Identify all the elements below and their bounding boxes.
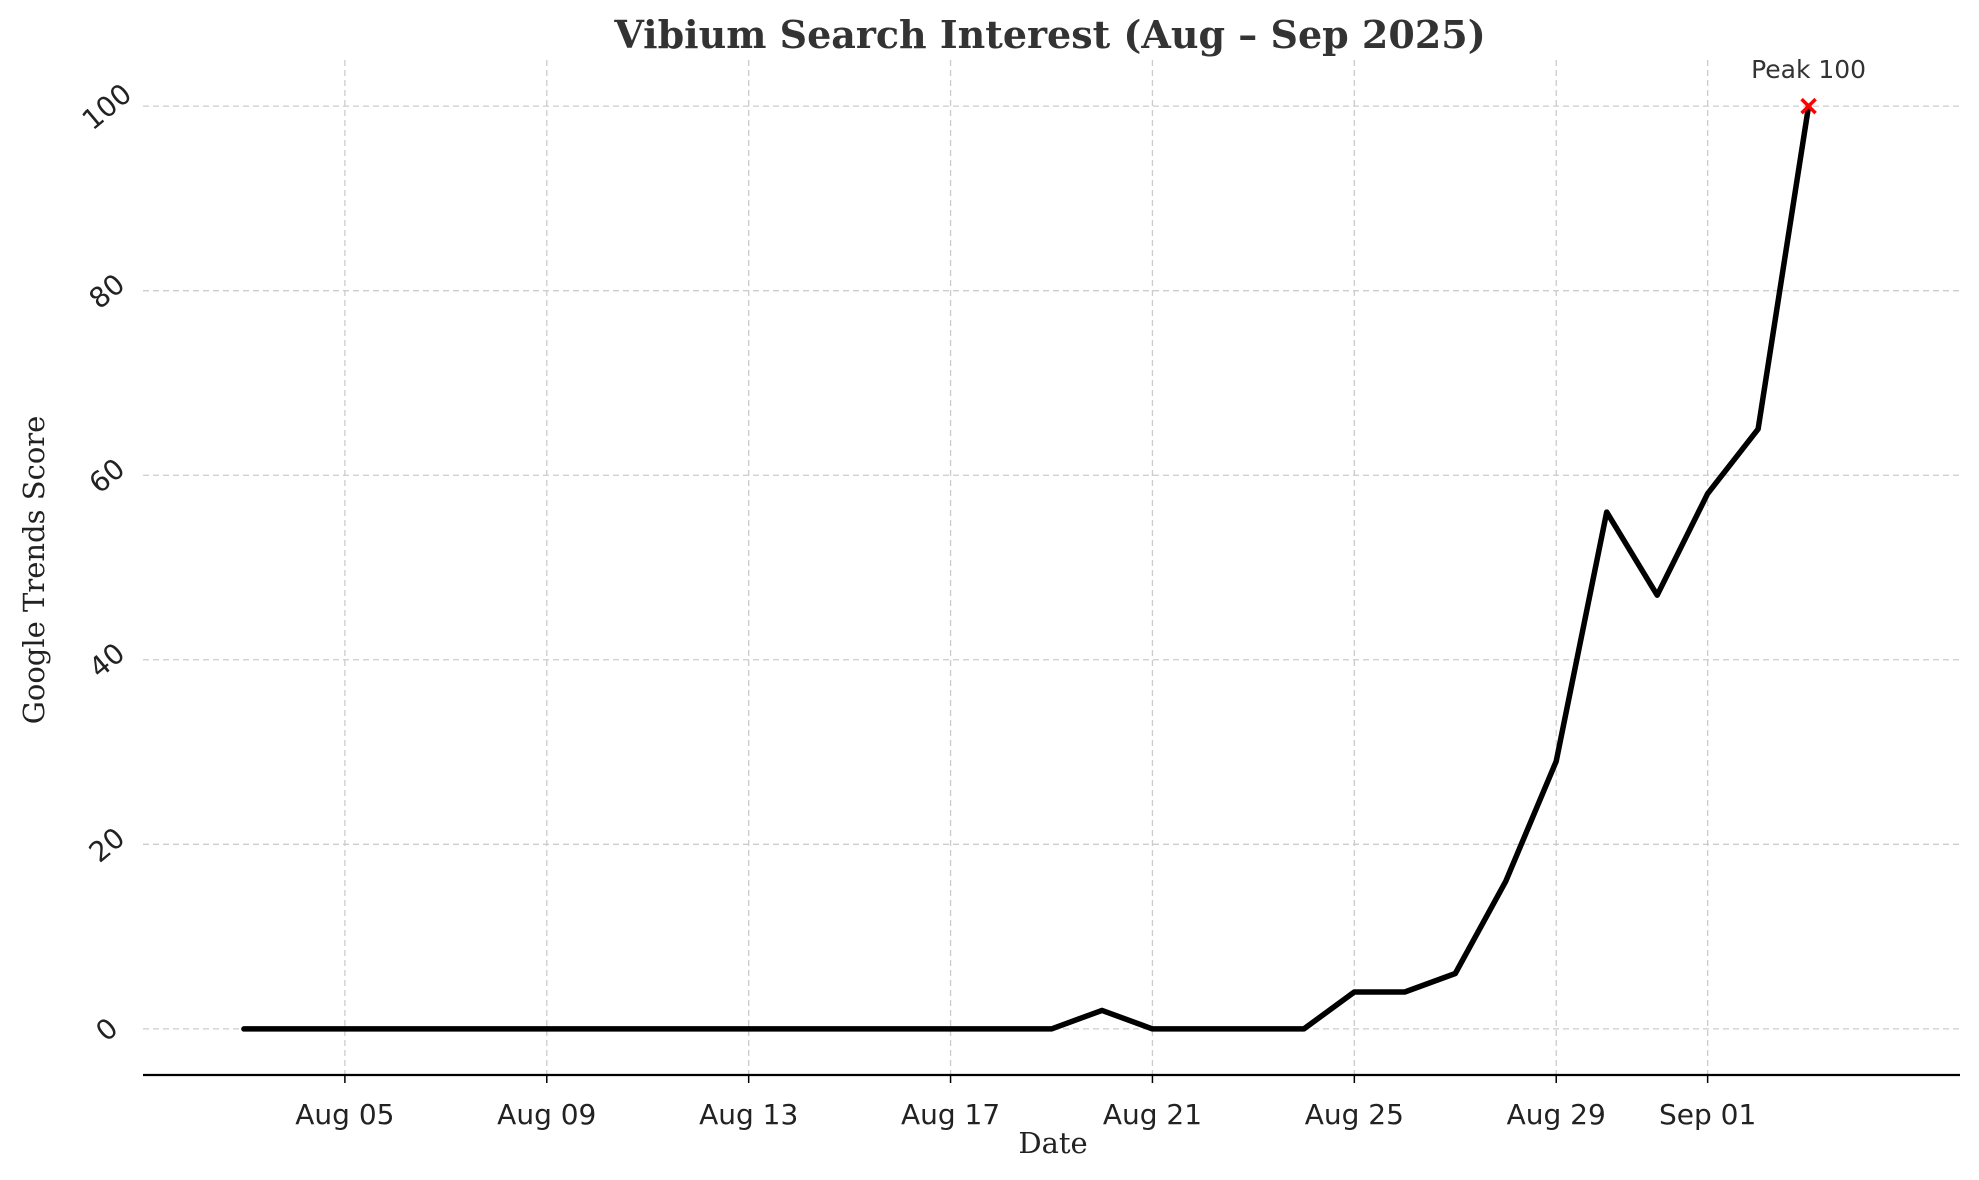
peak-marker	[1800, 97, 1817, 115]
y-tick-label: 100	[76, 77, 138, 137]
axes: 0 20 40 60 80 100 Aug 05 Aug 09 Aug 13 Aug 17 Aug …	[76, 77, 1960, 1131]
x-tick-label: Aug 09	[497, 1098, 596, 1131]
grid	[143, 60, 1960, 1075]
x-tick-label: Aug 13	[699, 1098, 798, 1131]
series-line	[241, 103, 1812, 1032]
x-tick-label: Aug 17	[901, 1098, 1000, 1131]
x-tick-label: Aug 05	[295, 1098, 394, 1131]
y-tick-label: 80	[83, 267, 132, 315]
y-tick-label: 40	[83, 636, 132, 684]
x-tick-label: Sep 01	[1659, 1098, 1756, 1131]
x-tick-label: Aug 21	[1103, 1098, 1202, 1131]
series	[241, 103, 1812, 1032]
x-axis-label: Date	[1018, 1126, 1087, 1160]
y-axis-label: Google Trends Score	[17, 416, 51, 725]
annotations: Peak 100	[1751, 55, 1866, 115]
y-tick-label: 0	[89, 1011, 124, 1048]
y-tick-label: 20	[83, 821, 132, 869]
y-tick-label: 60	[83, 452, 132, 500]
x-tick-label: Aug 25	[1305, 1098, 1404, 1131]
chart-title: Vibium Search Interest (Aug – Sep 2025)	[613, 12, 1485, 57]
x-tick-label: Aug 29	[1507, 1098, 1606, 1131]
peak-label: Peak 100	[1751, 55, 1866, 84]
